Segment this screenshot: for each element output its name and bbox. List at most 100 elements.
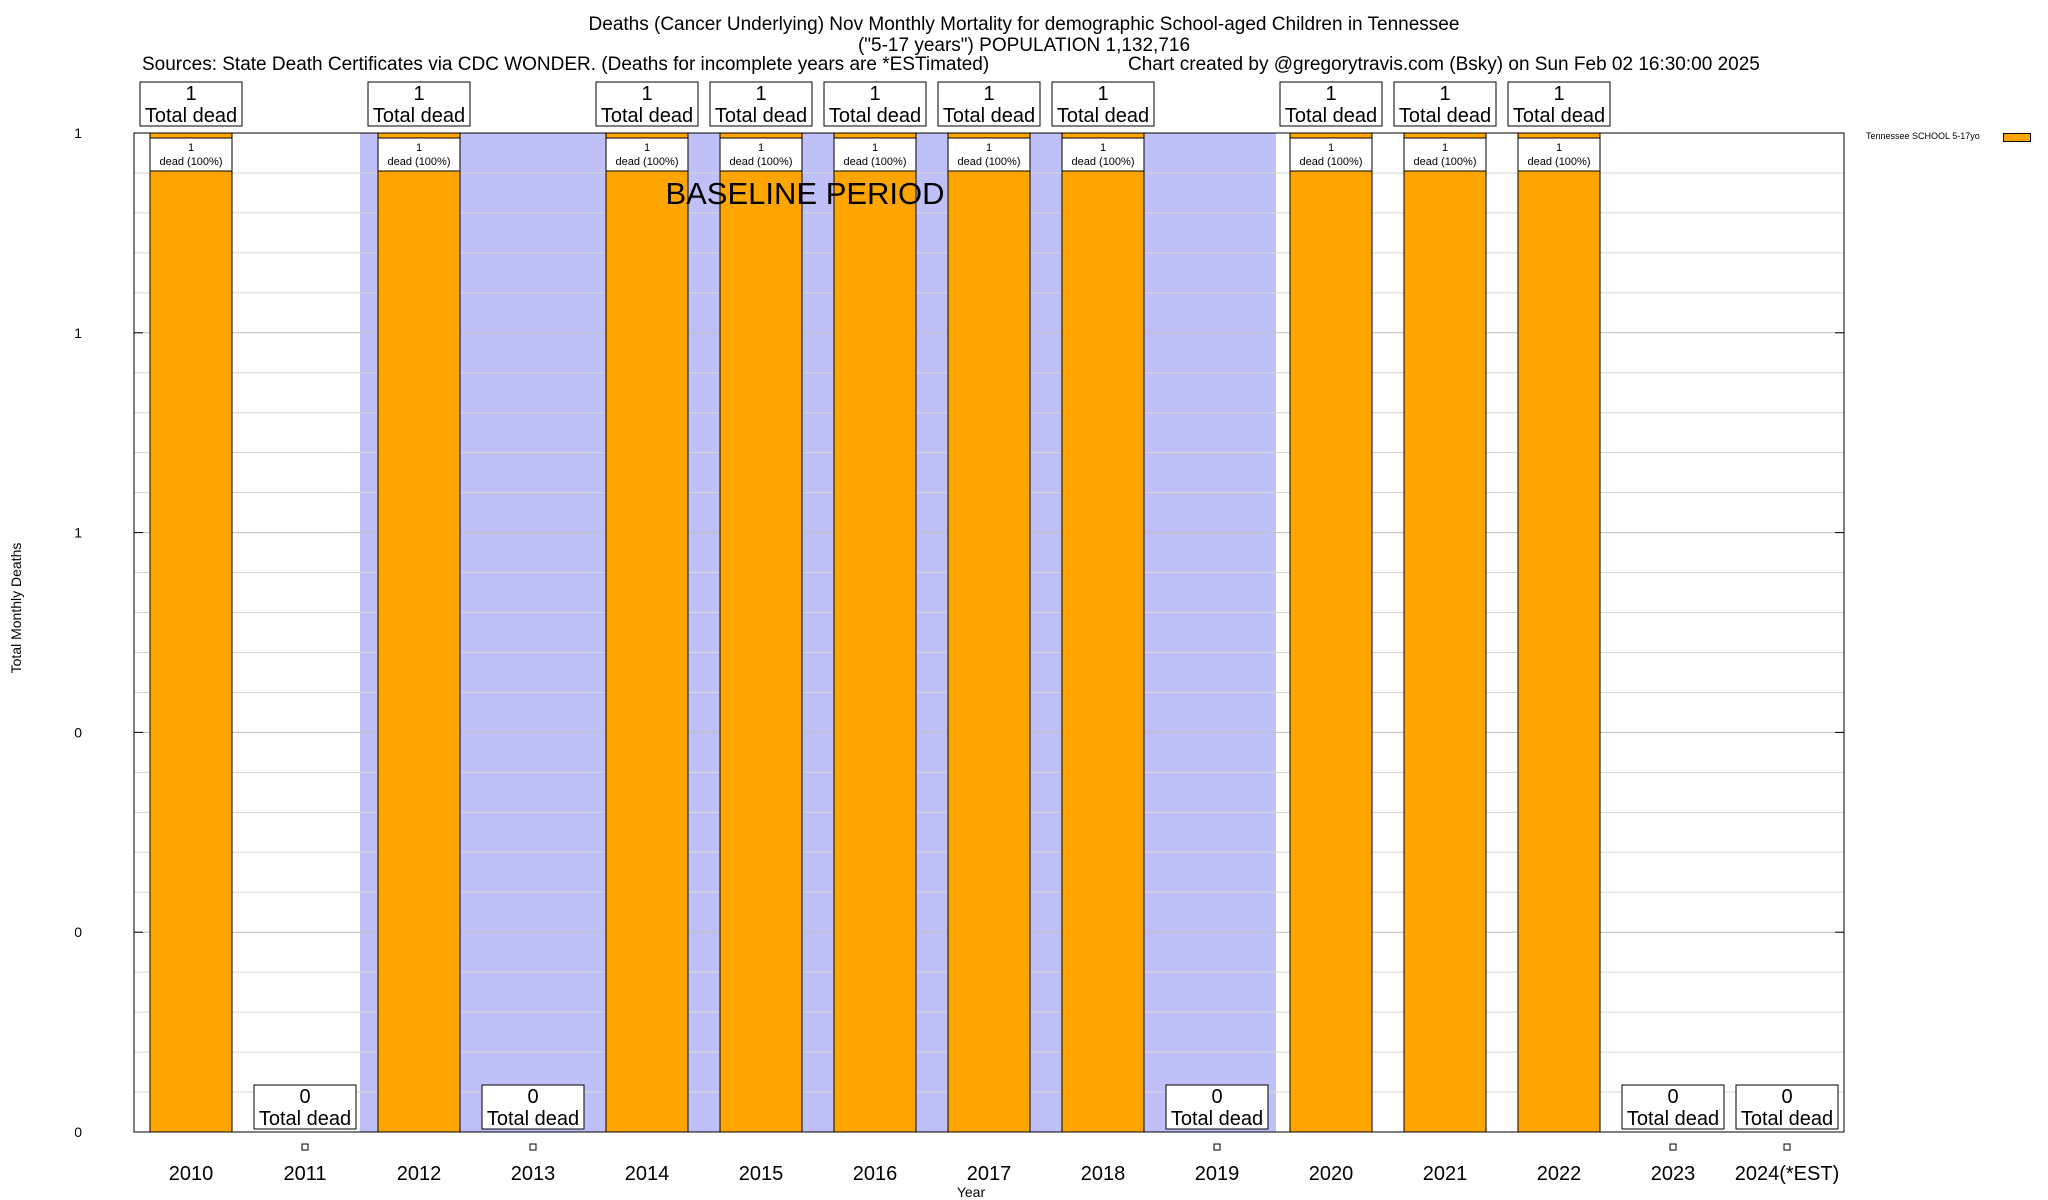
zero-point-marker xyxy=(529,1143,537,1151)
total-label: Total dead xyxy=(1513,105,1605,127)
total-box xyxy=(595,81,699,127)
y-tick-label: 0 xyxy=(74,924,82,940)
bar-label-box xyxy=(1061,137,1145,172)
total-label: Total dead xyxy=(145,105,237,127)
total-box xyxy=(709,81,813,127)
bar xyxy=(719,132,803,1133)
total-box xyxy=(1279,81,1383,127)
total-box xyxy=(1165,1084,1269,1130)
chart-subtitle: ("5-17 years") POPULATION 1,132,716 xyxy=(857,35,1191,56)
total-label: Total dead xyxy=(487,1108,579,1130)
legend-swatch xyxy=(2003,133,2031,142)
total-label: Total dead xyxy=(1057,105,1149,127)
chart-title: Deaths (Cancer Underlying) Nov Monthly M… xyxy=(588,14,1460,35)
credit-note: Chart created by @gregorytravis.com (Bsk… xyxy=(1128,54,1760,75)
x-tick-label: 2013 xyxy=(511,1163,556,1185)
total-count: 1 xyxy=(185,83,196,105)
total-label: Total dead xyxy=(1627,1108,1719,1130)
y-tick-label: 0 xyxy=(74,724,82,740)
total-count: 0 xyxy=(1667,1086,1678,1108)
zero-point-marker xyxy=(301,1143,309,1151)
total-count: 1 xyxy=(983,83,994,105)
total-box xyxy=(139,81,243,127)
bar-label-count: 1 xyxy=(188,142,194,154)
bar xyxy=(605,132,689,1133)
total-count: 1 xyxy=(1439,83,1450,105)
total-box xyxy=(1621,1084,1725,1130)
bar xyxy=(833,132,917,1133)
bar-label-count: 1 xyxy=(416,142,422,154)
bar-label-box xyxy=(1517,137,1601,172)
x-tick-label: 2012 xyxy=(397,1163,442,1185)
sources-note: Sources: State Death Certificates via CD… xyxy=(142,54,990,75)
x-tick-label: 2020 xyxy=(1309,1163,1354,1185)
total-box xyxy=(367,81,471,127)
x-tick-label: 2018 xyxy=(1081,1163,1126,1185)
x-tick-label: 2014 xyxy=(625,1163,670,1185)
zero-point-marker xyxy=(1783,1143,1791,1151)
bar-label-percent: dead (100%) xyxy=(388,156,451,168)
x-tick-label: 2021 xyxy=(1423,1163,1468,1185)
bar-label-percent: dead (100%) xyxy=(1300,156,1363,168)
bar-label-count: 1 xyxy=(986,142,992,154)
bar-label-percent: dead (100%) xyxy=(1414,156,1477,168)
total-label: Total dead xyxy=(829,105,921,127)
bar-label-count: 1 xyxy=(758,142,764,154)
total-count: 0 xyxy=(1781,1086,1792,1108)
zero-point-marker xyxy=(1213,1143,1221,1151)
total-count: 1 xyxy=(1097,83,1108,105)
baseline-period-label: BASELINE PERIOD xyxy=(665,176,944,211)
total-count: 0 xyxy=(1211,1086,1222,1108)
total-count: 1 xyxy=(641,83,652,105)
bar-label-box xyxy=(719,137,803,172)
total-box xyxy=(253,1084,357,1130)
bar xyxy=(947,132,1031,1133)
zero-point-marker xyxy=(1669,1143,1677,1151)
x-tick-label: 2023 xyxy=(1651,1163,1696,1185)
bar xyxy=(1517,132,1601,1133)
total-box xyxy=(1735,1084,1839,1130)
y-tick-label: 1 xyxy=(74,125,82,141)
total-box xyxy=(481,1084,585,1130)
bar-label-count: 1 xyxy=(1556,142,1562,154)
total-label: Total dead xyxy=(1171,1108,1263,1130)
x-tick-label: 2024(*EST) xyxy=(1735,1163,1840,1185)
total-count: 1 xyxy=(1553,83,1564,105)
bar-label-box xyxy=(1289,137,1373,172)
x-tick-label: 2022 xyxy=(1537,1163,1582,1185)
total-label: Total dead xyxy=(1285,105,1377,127)
bar xyxy=(149,132,233,1133)
total-label: Total dead xyxy=(943,105,1035,127)
bar-label-count: 1 xyxy=(1328,142,1334,154)
total-box xyxy=(1507,81,1611,127)
total-count: 1 xyxy=(1325,83,1336,105)
bar xyxy=(1403,132,1487,1133)
total-count: 1 xyxy=(755,83,766,105)
bar xyxy=(377,132,461,1133)
bar-label-percent: dead (100%) xyxy=(160,156,223,168)
total-label: Total dead xyxy=(1399,105,1491,127)
bar-label-box xyxy=(947,137,1031,172)
total-label: Total dead xyxy=(259,1108,351,1130)
bar-label-count: 1 xyxy=(1442,142,1448,154)
bar-label-box xyxy=(149,137,233,172)
y-tick-label: 1 xyxy=(74,325,82,341)
total-box xyxy=(937,81,1041,127)
x-tick-label: 2016 xyxy=(853,1163,898,1185)
x-tick-label: 2019 xyxy=(1195,1163,1240,1185)
y-tick-label: 0 xyxy=(74,1124,82,1140)
bar-label-percent: dead (100%) xyxy=(1072,156,1135,168)
total-count: 0 xyxy=(299,1086,310,1108)
x-tick-label: 2017 xyxy=(967,1163,1012,1185)
bar-label-percent: dead (100%) xyxy=(1528,156,1591,168)
bar-label-count: 1 xyxy=(1100,142,1106,154)
total-label: Total dead xyxy=(715,105,807,127)
bar-label-box xyxy=(1403,137,1487,172)
total-box xyxy=(1393,81,1497,127)
x-tick-label: 2010 xyxy=(169,1163,214,1185)
x-axis-label: Year xyxy=(957,1184,986,1200)
bar-label-box xyxy=(833,137,917,172)
total-count: 1 xyxy=(869,83,880,105)
bar-label-box xyxy=(605,137,689,172)
